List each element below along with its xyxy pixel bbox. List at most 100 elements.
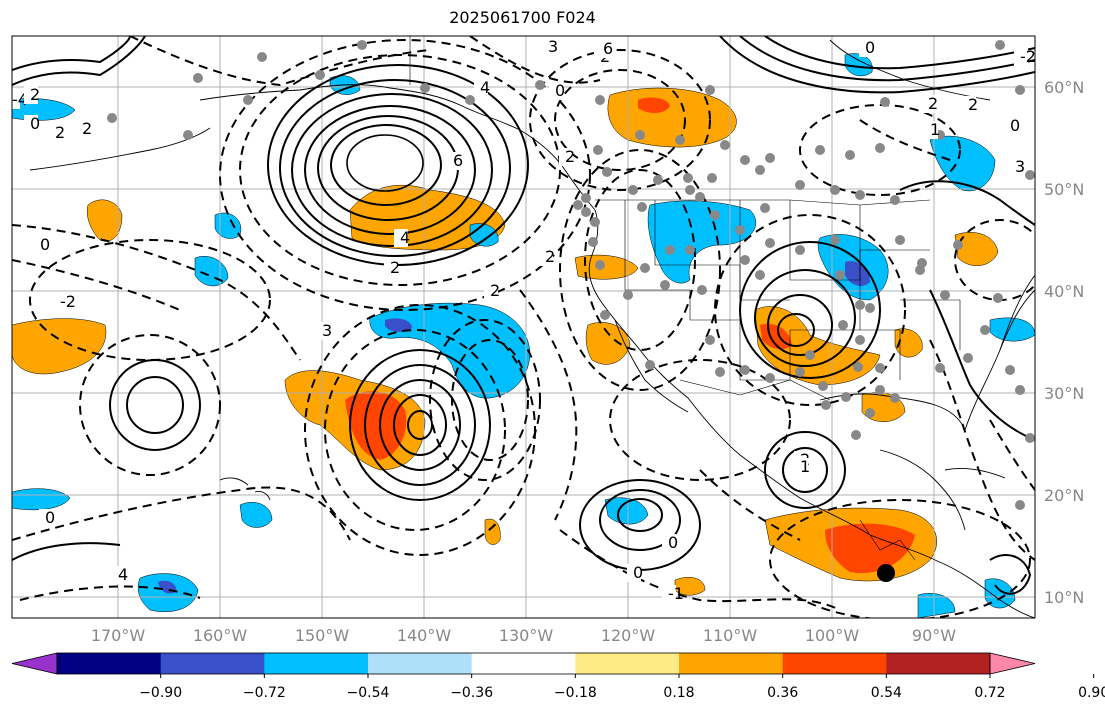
observation-dot <box>715 367 725 377</box>
colorbar-swatch <box>368 653 473 674</box>
contour-label-bg <box>49 124 63 142</box>
coast-cuba <box>944 467 1006 479</box>
contour-label: 0 <box>30 114 40 133</box>
observation-dot <box>740 365 750 375</box>
contour-label-bg <box>39 509 53 527</box>
observation-dot <box>765 373 775 383</box>
contour-label: 4 <box>118 565 128 584</box>
coast-hawaii <box>219 477 271 501</box>
contour-label: 2 <box>390 258 400 277</box>
observation-dot <box>1015 500 1025 510</box>
observation-dot <box>940 290 950 300</box>
colorbar-frame <box>56 652 991 675</box>
contour-dashed <box>451 339 529 461</box>
observation-dot <box>683 173 693 183</box>
coast-mexico-west <box>687 397 936 561</box>
observation-dot <box>740 155 750 165</box>
contour-solid <box>989 554 1032 595</box>
contour-label-bg <box>794 458 808 476</box>
contour-label: 1 <box>800 457 810 476</box>
contour-label-bg <box>662 585 676 603</box>
observation-dot <box>573 200 583 210</box>
latitude-label: 50°N <box>1044 180 1084 199</box>
shade-neg-central-core <box>385 318 412 332</box>
observation-dot <box>765 238 775 248</box>
observation-dot <box>1005 365 1015 375</box>
colorbar-tick-label: 0.36 <box>767 685 798 701</box>
observation-dot <box>795 245 805 255</box>
observation-dot <box>838 320 848 330</box>
longitude-label: 170°W <box>91 626 146 645</box>
contour-label: 0 <box>1010 116 1020 135</box>
contour-label-bg <box>859 39 873 57</box>
latitude-label: 10°N <box>1044 588 1084 607</box>
contour-label-bg <box>662 534 676 552</box>
contour-solid <box>777 313 815 347</box>
longitude-label: 110°W <box>703 626 758 645</box>
observation-dot <box>755 270 765 280</box>
contour-label: 0 <box>40 235 50 254</box>
contour-label-bg <box>559 148 573 166</box>
observation-dot <box>257 52 267 62</box>
contour-label: -1 <box>668 584 684 603</box>
observation-dot <box>581 207 591 217</box>
observation-dot <box>707 173 717 183</box>
colorbar-swatch <box>575 653 680 674</box>
longitude-label: 160°W <box>193 626 248 645</box>
contour-label-bg <box>112 566 126 584</box>
contour-dashed <box>79 334 221 476</box>
contour-dashed <box>929 339 1035 561</box>
longitude-label: 90°W <box>912 626 956 645</box>
longitude-label: 130°W <box>499 626 554 645</box>
shaded-anomalies <box>12 53 1035 618</box>
coast-east-us <box>999 274 1035 351</box>
contour-dashed <box>799 104 961 196</box>
contour-label-bg <box>924 121 938 139</box>
contour-label-bg <box>24 86 38 104</box>
observation-dot <box>685 185 695 195</box>
observation-dot <box>890 393 900 403</box>
observation-dot <box>890 195 900 205</box>
contour-label-bg <box>394 229 408 247</box>
observation-dot <box>635 130 645 140</box>
contour-label-bg <box>316 322 330 340</box>
contour-dashed <box>429 319 541 481</box>
contour-label-bg <box>24 115 38 133</box>
contour-label-bg <box>447 152 461 170</box>
observation-dot <box>420 83 430 93</box>
contour-solid <box>739 36 1035 82</box>
colorbar-swatch <box>886 653 991 674</box>
coast-florida <box>964 289 1035 431</box>
contour-label-bg <box>1009 158 1023 176</box>
contour-solid <box>767 294 833 356</box>
observation-dot <box>805 350 815 360</box>
contour-dashed <box>469 36 601 84</box>
colorbar-tick-label: −0.18 <box>554 685 597 701</box>
contour-solid <box>754 269 856 367</box>
height-anomaly-contours <box>12 36 1035 618</box>
colorbar-tick-label: 0.90 <box>1078 685 1105 701</box>
observation-dot <box>818 381 828 391</box>
observation-dot <box>755 165 765 175</box>
observation-dot <box>835 270 845 280</box>
observation-dot <box>315 70 325 80</box>
observation-dot <box>695 192 705 202</box>
shade-pos-west-left <box>12 318 107 375</box>
contour-label: 2 <box>928 94 938 113</box>
shade-neg-left <box>12 488 71 511</box>
observation-dot <box>623 290 633 300</box>
contour-solid <box>349 349 491 501</box>
observation-dot <box>953 240 963 250</box>
coast-baja <box>614 319 689 413</box>
observation-dot <box>851 430 861 440</box>
colorbar-extend-min <box>11 652 58 675</box>
contour-label: 2 <box>55 123 65 142</box>
contour-dashed <box>19 585 201 601</box>
contour-label: 0 <box>45 508 55 527</box>
observation-dot <box>465 95 475 105</box>
contour-label-bg <box>962 96 976 114</box>
latitude-label: 40°N <box>1044 282 1084 301</box>
contour-solid <box>346 134 424 192</box>
observation-dot <box>993 293 1003 303</box>
